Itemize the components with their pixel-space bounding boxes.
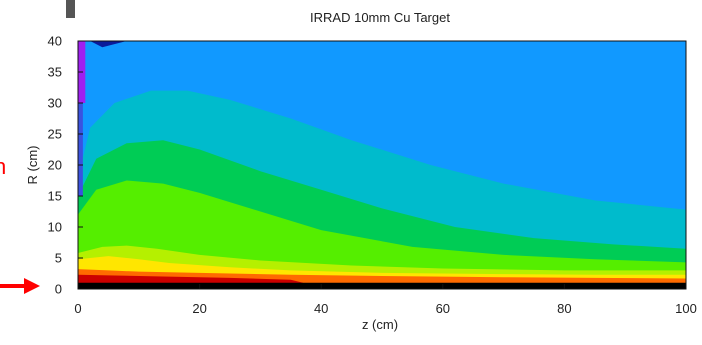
plot-area [78, 41, 687, 289]
y-tick-label: 20 [48, 158, 62, 173]
y-tick-label: 5 [55, 251, 62, 266]
x-tick-label: 60 [436, 301, 450, 316]
y-tick-label: 40 [48, 34, 62, 49]
y-tick-label: 25 [48, 127, 62, 142]
clipped-label: n [0, 154, 6, 179]
y-tick-label: 15 [48, 189, 62, 204]
chart-title: IRRAD 10mm Cu Target [310, 10, 450, 25]
y-tick-label: 0 [55, 282, 62, 297]
y-tick-label: 35 [48, 65, 62, 80]
header-bar-fragment [66, 0, 75, 18]
x-tick-label: 40 [314, 301, 328, 316]
arrow-icon [0, 278, 40, 294]
contour-band-0 [78, 282, 686, 289]
x-tick-label: 100 [675, 301, 697, 316]
x-axis-label: z (cm) [362, 317, 398, 332]
y-axis-label: R (cm) [25, 146, 40, 185]
target-wall-edge [78, 103, 83, 196]
x-ticks: 0 20 40 60 80 100 [74, 284, 697, 316]
x-tick-label: 0 [74, 301, 81, 316]
y-tick-label: 10 [48, 220, 62, 235]
x-tick-label: 20 [192, 301, 206, 316]
y-ticks: 0 5 10 15 20 25 30 35 40 [48, 34, 83, 297]
x-tick-label: 80 [557, 301, 571, 316]
y-tick-label: 30 [48, 96, 62, 111]
